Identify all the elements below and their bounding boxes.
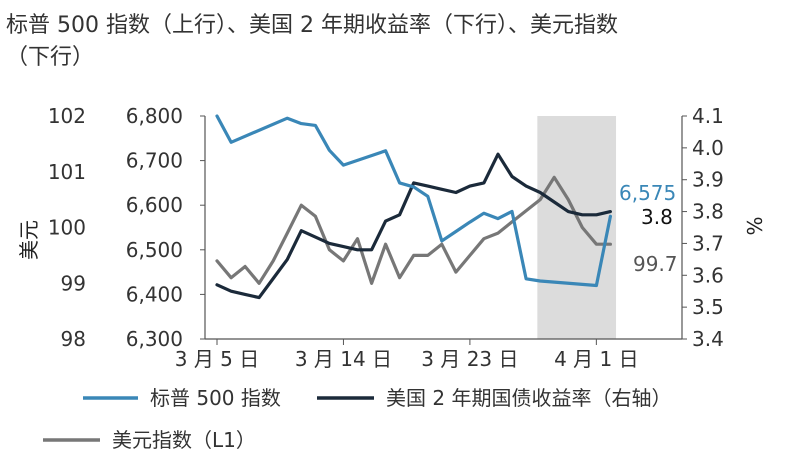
end-label-sp500: 6,575 — [619, 181, 676, 205]
series-line — [215, 152, 613, 300]
y-inner-tick-label: 6,400 — [126, 282, 183, 306]
y-right-tick-label: 3.5 — [692, 295, 724, 319]
y-inner-tick-label: 6,800 — [126, 104, 183, 128]
y-outer-tick-label: 99 — [61, 271, 86, 295]
x-tick-label: 3 月 23 日 — [421, 347, 518, 371]
chart-title-line-1: 标普 500 指数（上行）、美国 2 年期收益率（下行）、美元指数 — [6, 13, 618, 38]
shaded-period — [537, 116, 617, 339]
y-right-axis-label: % — [743, 216, 767, 235]
y-inner-tick-label: 6,600 — [126, 193, 183, 217]
y-right-tick-label: 3.6 — [692, 263, 724, 287]
x-tick-label: 3 月 14 日 — [295, 347, 392, 371]
end-label-dxy: 99.7 — [633, 252, 678, 276]
y-inner-tick-label: 6,700 — [126, 149, 183, 173]
legend-label: 美国 2 年期国债收益率（右轴） — [386, 386, 671, 410]
y-left-axis-label: 美元 — [17, 220, 41, 260]
y-right-tick-label: 3.7 — [692, 231, 724, 255]
y-right-tick-label: 3.9 — [692, 168, 724, 192]
y-inner-tick-label: 6,300 — [126, 327, 183, 351]
x-tick-label: 4 月 1 日 — [554, 347, 639, 371]
y-outer-tick-label: 101 — [48, 160, 86, 184]
x-tick-label: 3 月 5 日 — [175, 347, 260, 371]
y-outer-tick-label: 100 — [48, 216, 86, 240]
y-right-tick-label: 4.1 — [692, 104, 724, 128]
y-outer-tick-label: 98 — [61, 327, 86, 351]
y-right-tick-label: 3.8 — [692, 200, 724, 224]
end-label-yield: 3.8 — [641, 205, 673, 229]
legend-label: 标普 500 指数 — [150, 386, 281, 410]
series-line — [215, 175, 613, 285]
y-right-tick-label: 4.0 — [692, 136, 724, 160]
y-outer-tick-label: 102 — [48, 104, 86, 128]
y-inner-tick-label: 6,500 — [126, 238, 183, 262]
chart-title-line-2: （下行） — [6, 45, 94, 70]
y-right-tick-label: 3.4 — [692, 327, 724, 351]
series-line — [215, 114, 613, 288]
legend-label: 美元指数（L1） — [112, 428, 256, 452]
